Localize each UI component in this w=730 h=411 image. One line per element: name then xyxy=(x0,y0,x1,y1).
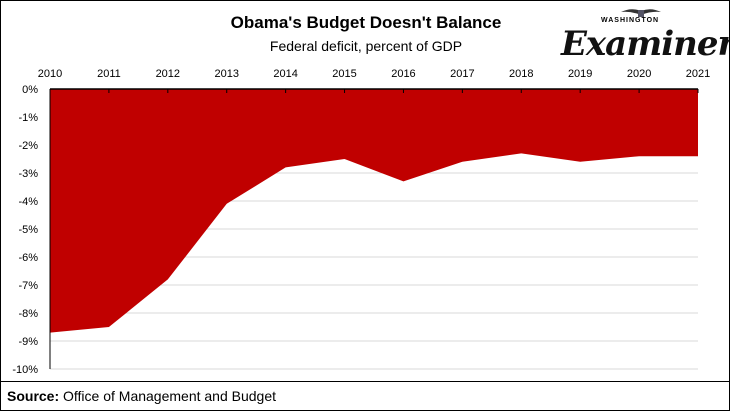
y-tick-label: -10% xyxy=(12,364,38,376)
y-tick-label: -2% xyxy=(18,140,38,152)
chart-subtitle: Federal deficit, percent of GDP xyxy=(269,38,463,54)
y-tick-label: -3% xyxy=(18,168,38,180)
x-tick-label: 2021 xyxy=(686,68,710,80)
source-footer: Source: Office of Management and Budget xyxy=(1,381,729,410)
x-tick-label: 2015 xyxy=(332,68,356,80)
x-tick-label: 2010 xyxy=(38,68,62,80)
x-tick-label: 2014 xyxy=(273,68,297,80)
deficit-area xyxy=(50,89,698,333)
x-tick-label: 2013 xyxy=(214,68,238,80)
y-tick-label: -9% xyxy=(18,336,38,348)
x-tick-label: 2011 xyxy=(97,68,121,80)
source-note: Source: Office of Management and Budget xyxy=(7,388,276,404)
x-tick-label: 2018 xyxy=(509,68,533,80)
y-tick-label: 0% xyxy=(22,84,38,96)
y-tick-label: -4% xyxy=(18,196,38,208)
x-tick-label: 2016 xyxy=(391,68,415,80)
logo-top-text: WASHINGTON xyxy=(601,17,660,24)
y-tick-label: -1% xyxy=(18,112,38,124)
y-tick-label: -5% xyxy=(18,224,38,236)
logo-main-text: Examiner xyxy=(561,24,730,64)
y-tick-label: -6% xyxy=(18,252,38,264)
washington-examiner-logo: WASHINGTON Examiner xyxy=(561,7,729,63)
x-tick-label: 2012 xyxy=(156,68,180,80)
eagle-icon xyxy=(621,9,661,17)
chart-title: Obama's Budget Doesn't Balance xyxy=(230,13,502,32)
x-tick-label: 2019 xyxy=(568,68,592,80)
y-tick-label: -7% xyxy=(18,280,38,292)
source-text: Office of Management and Budget xyxy=(59,388,277,404)
x-tick-label: 2017 xyxy=(450,68,474,80)
y-tick-label: -8% xyxy=(18,308,38,320)
x-tick-label: 2020 xyxy=(627,68,651,80)
area-chart: 0% -1% -2% -3% -4% -5% -6% -7% -8% -9% -10% 2010 201… xyxy=(12,68,710,376)
source-label: Source: xyxy=(7,388,60,404)
